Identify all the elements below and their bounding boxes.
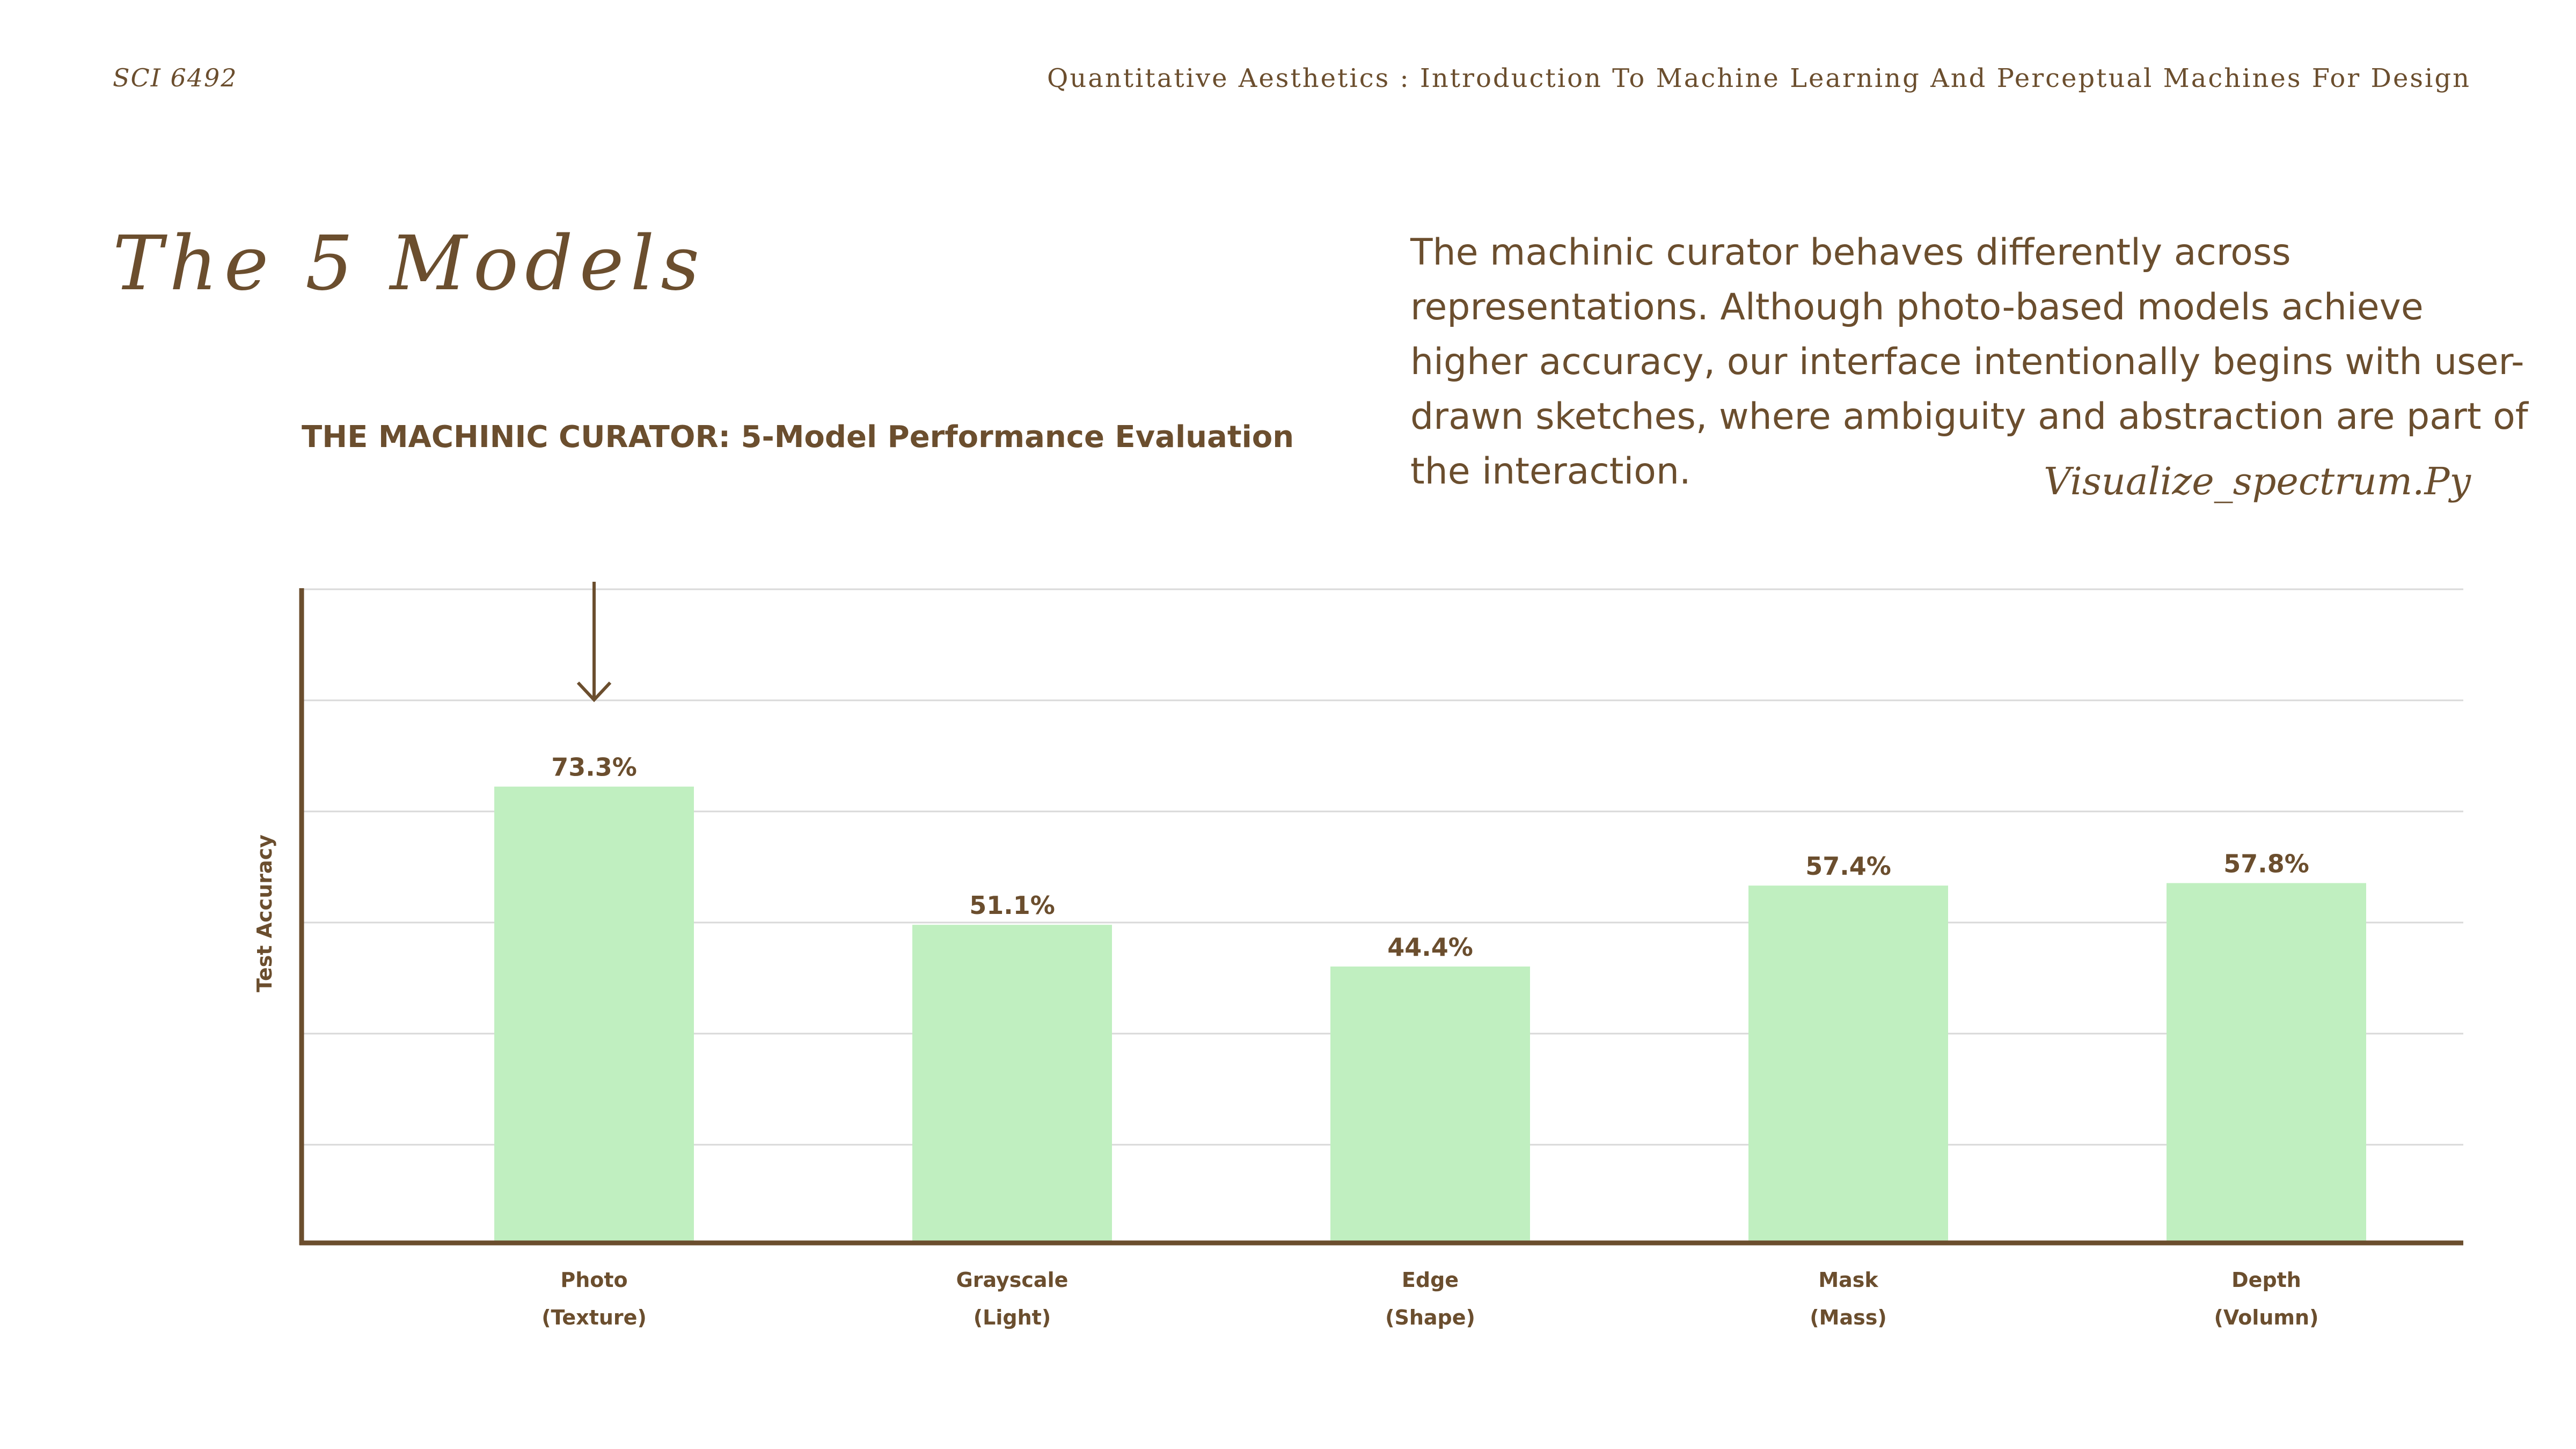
course-code: SCI 6492 (113, 63, 238, 92)
x-tick-label: Depth (2231, 1268, 2301, 1292)
x-tick-sublabel: (Mass) (1810, 1306, 1886, 1329)
bar (1748, 885, 1948, 1243)
bar-value-label: 51.1% (969, 891, 1055, 920)
bar-value-label: 44.4% (1387, 933, 1473, 962)
page-title: The 5 Models (113, 220, 706, 308)
script-filename: Visualize_spectrum.Py (2044, 459, 2471, 503)
bar (494, 786, 694, 1243)
chart-title: THE MACHINIC CURATOR: 5-Model Performanc… (302, 420, 1294, 455)
x-tick-sublabel: (Shape) (1385, 1306, 1475, 1329)
x-tick-sublabel: (Texture) (541, 1306, 647, 1329)
course-title: Quantitative Aesthetics : Introduction T… (1046, 63, 2471, 93)
x-tick-label: Edge (1402, 1268, 1459, 1292)
bar-value-label: 73.3% (551, 753, 637, 782)
arrow-down-icon (576, 681, 612, 702)
x-tick-label: Grayscale (956, 1268, 1069, 1292)
slide-description: The machinic curator behaves differently… (1410, 231, 2528, 493)
x-tick-sublabel: (Volumn) (2214, 1306, 2319, 1329)
bar (912, 925, 1112, 1243)
x-tick-sublabel: (Light) (974, 1306, 1051, 1329)
x-tick-label: Photo (560, 1268, 627, 1292)
y-axis-label: Test Accuracy (253, 835, 276, 992)
bar (1330, 966, 1530, 1243)
bar (2167, 883, 2366, 1243)
bar-value-label: 57.4% (1805, 852, 1891, 881)
bar-value-label: 57.8% (2223, 850, 2309, 879)
x-tick-label: Mask (1818, 1268, 1878, 1292)
